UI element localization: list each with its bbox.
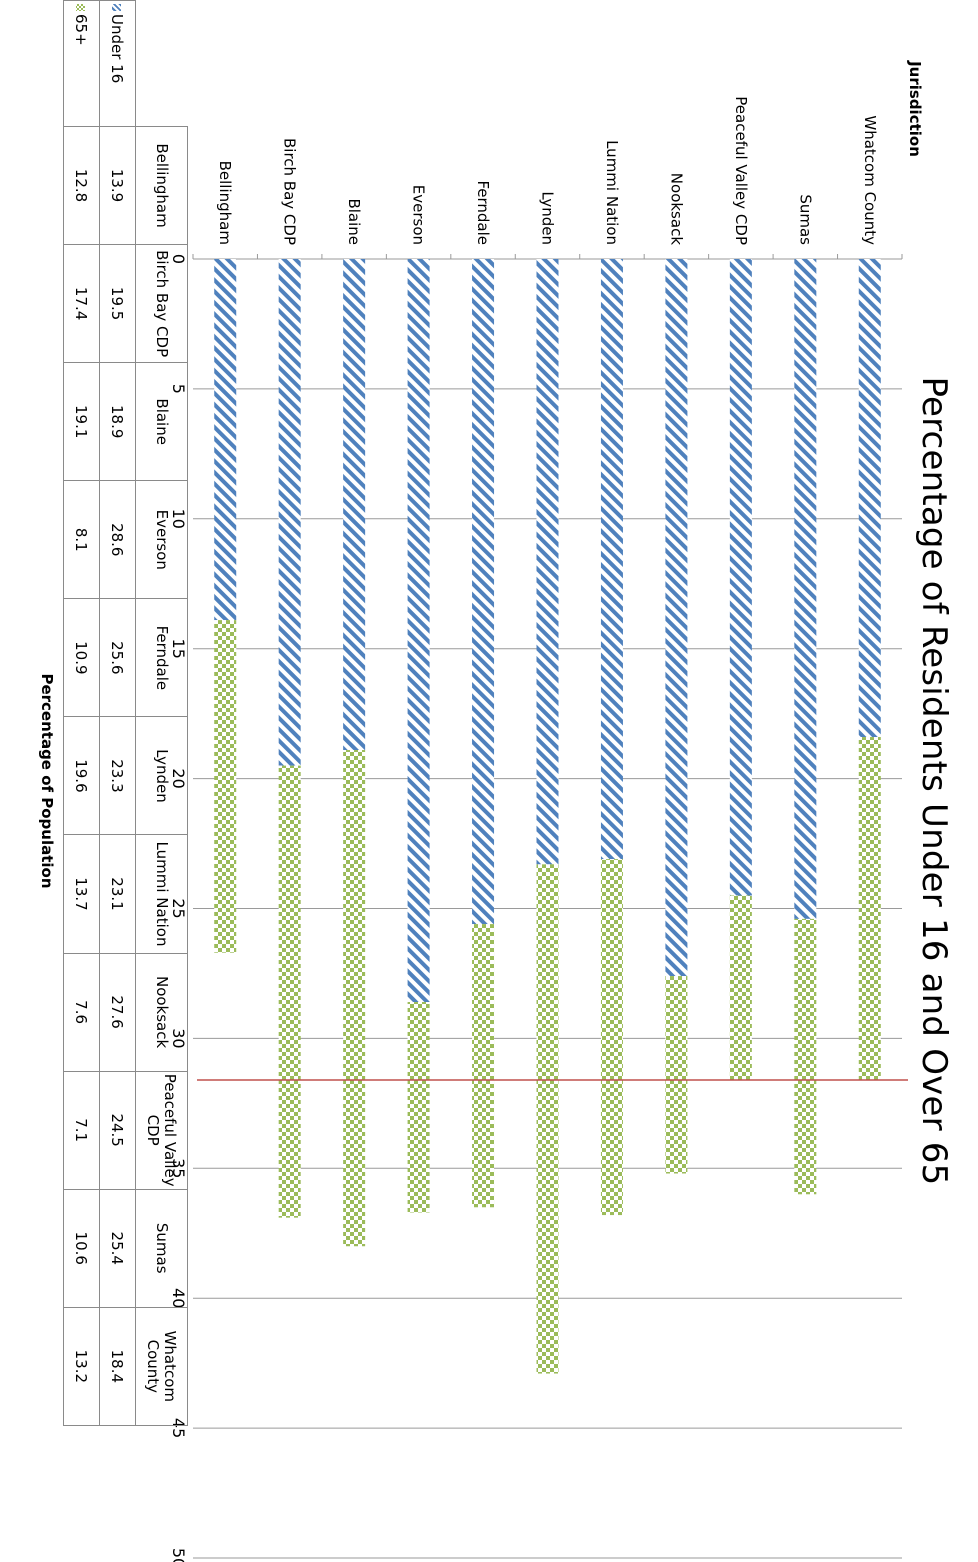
table-cell: 19.5 <box>99 244 136 363</box>
bar-65plus <box>858 737 881 1080</box>
table-cell: 25.4 <box>99 1189 136 1308</box>
legend-label: Under 16 <box>108 14 127 84</box>
table-column-header: Everson <box>135 480 188 599</box>
table-corner <box>136 1 188 127</box>
bar-under16 <box>343 259 366 751</box>
bar-under16 <box>536 259 559 865</box>
table-row: 65+ 12.8 17.4 19.1 8.1 10.9 19.6 13.7 7.6 7.1 10.6… <box>63 0 100 1426</box>
bar-under16 <box>214 259 237 621</box>
table-column-header: Lummi Nation <box>135 834 188 954</box>
bar-65plus <box>407 1002 430 1213</box>
table-column-header: Lynden <box>135 716 188 835</box>
table-cell: 13.2 <box>63 1307 100 1426</box>
x-tick-label: 35 <box>169 1158 188 1178</box>
legend-swatch <box>112 4 122 11</box>
x-tick-label: 45 <box>169 1418 188 1438</box>
table-cell: 17.4 <box>63 244 100 363</box>
legend-label: 65+ <box>72 14 91 46</box>
y-axis-title: Jurisdiction <box>906 60 924 157</box>
bar-under16 <box>729 259 752 896</box>
table-cell: 23.1 <box>99 834 136 954</box>
table-header-row: Bellingham Birch Bay CDP Blaine Everson Fern… <box>135 1 188 1426</box>
table-column-header: Sumas <box>135 1189 188 1308</box>
x-tick-label: 5 <box>169 384 188 394</box>
bar-under16 <box>278 259 301 766</box>
table-column-header: Blaine <box>135 362 188 481</box>
table-cell: 24.5 <box>99 1071 136 1190</box>
table-cell: 13.7 <box>63 834 100 954</box>
data-table: Bellingham Birch Bay CDP Blaine Everson Fern… <box>63 0 188 1426</box>
table-cell: 23.3 <box>99 716 136 835</box>
table-column-header: Birch Bay CDP <box>135 244 188 363</box>
table-cell: 10.9 <box>63 598 100 717</box>
bar-65plus <box>536 864 559 1374</box>
category-label: Lynden <box>539 191 557 245</box>
x-tick-label: 40 <box>169 1288 188 1308</box>
bar-65plus <box>794 918 817 1195</box>
table-cell: 8.1 <box>63 480 100 599</box>
bar-under16 <box>600 259 623 860</box>
table-column-header: Nooksack <box>135 953 188 1072</box>
category-label: Birch Bay CDP <box>281 138 299 245</box>
table-cell: 25.6 <box>99 598 136 717</box>
x-tick-label: 15 <box>169 639 188 659</box>
legend-entry: 65+ <box>63 0 100 127</box>
table-cell: 19.6 <box>63 716 100 835</box>
table-cell: 19.1 <box>63 362 100 481</box>
x-tick-label: 0 <box>169 254 188 264</box>
table-cell: 27.6 <box>99 953 136 1072</box>
table-column-header: Whatcom County <box>135 1307 188 1426</box>
legend-swatch <box>76 4 86 11</box>
category-label: Lummi Nation <box>603 140 621 245</box>
category-label: Bellingham <box>216 161 234 245</box>
x-tick-label: 20 <box>169 768 188 788</box>
table-column-header: Ferndale <box>135 598 188 717</box>
category-label: Blaine <box>345 198 363 245</box>
bar-under16 <box>407 259 430 1003</box>
category-label: Everson <box>410 185 428 245</box>
x-tick-label: 30 <box>169 1028 188 1048</box>
table-cell: 12.8 <box>63 126 100 245</box>
table-cell: 18.4 <box>99 1307 136 1426</box>
bar-under16 <box>665 259 688 977</box>
bar-65plus <box>278 765 301 1218</box>
table-column-header: Bellingham <box>135 126 188 245</box>
table-cell: 7.1 <box>63 1071 100 1190</box>
bar-under16 <box>794 259 817 919</box>
bar-under16 <box>472 259 495 925</box>
table-column-header: Peaceful Valley CDP <box>135 1071 188 1190</box>
x-tick-label: 50 <box>169 1548 188 1562</box>
category-label: Peaceful Valley CDP <box>732 96 750 245</box>
category-label: Sumas <box>796 194 814 245</box>
bar-65plus <box>729 895 752 1080</box>
x-tick-label: 10 <box>169 509 188 529</box>
category-label: Nooksack <box>667 173 685 246</box>
bar-65plus <box>214 620 237 953</box>
category-label: Ferndale <box>474 180 492 245</box>
bar-65plus <box>343 750 366 1247</box>
table-cell: 28.6 <box>99 480 136 599</box>
bar-65plus <box>665 976 688 1174</box>
table-row: Under 16 13.9 19.5 18.9 28.6 25.6 23.3 23.1 27.6… <box>99 0 136 1426</box>
bar-65plus <box>600 859 623 1216</box>
category-label: Whatcom County <box>861 115 879 245</box>
bar-65plus <box>472 924 495 1208</box>
bar-under16 <box>858 259 881 738</box>
table-cell: 18.9 <box>99 362 136 481</box>
table-cell: 10.6 <box>63 1189 100 1308</box>
x-axis-title: Percentage of Population <box>38 673 56 889</box>
x-tick-label: 25 <box>169 898 188 918</box>
table-cell: 13.9 <box>99 126 136 245</box>
table-cell: 7.6 <box>63 953 100 1072</box>
legend-entry: Under 16 <box>99 0 136 127</box>
